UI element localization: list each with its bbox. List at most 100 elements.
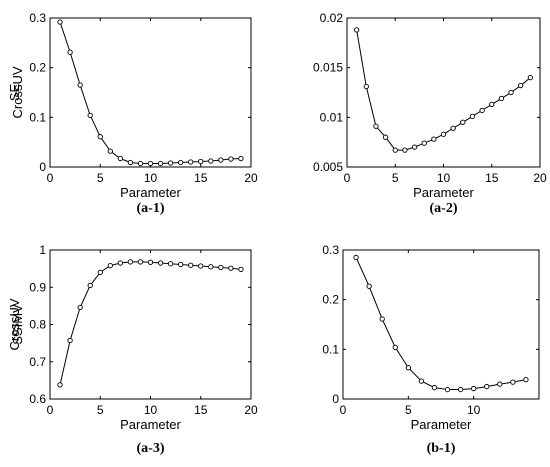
- data-point: [67, 49, 73, 55]
- data-point: [238, 266, 244, 273]
- x-tick-label: 5: [392, 171, 399, 185]
- series-line: [59, 21, 241, 165]
- panel-caption: (a-3): [137, 441, 165, 456]
- plot-frame: [342, 249, 540, 400]
- data-point: [77, 304, 83, 311]
- data-point: [363, 83, 369, 90]
- x-tick-label: 10: [144, 403, 158, 417]
- data-point: [484, 383, 490, 390]
- x-tick-label: 5: [97, 171, 104, 185]
- data-point: [107, 148, 113, 154]
- data-point: [238, 155, 244, 162]
- x-axis-label: Parameter: [411, 417, 472, 432]
- y-tick-label: 0.015: [313, 61, 343, 75]
- x-tick-label: 20: [244, 403, 258, 417]
- data-point: [469, 113, 476, 119]
- x-tick-label: 15: [194, 171, 208, 185]
- data-point: [97, 269, 103, 275]
- data-point: [527, 74, 533, 81]
- data-point: [431, 136, 437, 142]
- y-tick-label: 0.02: [320, 11, 344, 25]
- y-axis-label: CrossUV: [7, 298, 22, 350]
- data-point: [208, 158, 214, 164]
- y-tick-label: 0: [39, 160, 46, 174]
- y-tick-label: 0.9: [29, 280, 46, 294]
- data-point: [87, 112, 93, 118]
- data-point: [188, 262, 194, 268]
- data-point: [97, 134, 103, 140]
- x-tick-label: 15: [485, 171, 499, 185]
- data-point: [167, 160, 174, 166]
- data-point: [57, 382, 63, 388]
- chart-panel-1: 0 5 10 15 20 0 0.1 0.2 0.3 Parameter CrossUV (a-1): [10, 11, 258, 216]
- x-tick-label: 20: [244, 171, 258, 185]
- data-point: [57, 19, 63, 25]
- data-point: [431, 384, 438, 391]
- data-point: [498, 95, 505, 102]
- y-tick-label: 0.1: [29, 110, 46, 124]
- y-tick-label: 0.2: [322, 293, 339, 307]
- y-axis-label: SE: [7, 84, 22, 102]
- data-point: [471, 385, 477, 392]
- data-point: [198, 263, 204, 269]
- y-tick-label: 1: [39, 243, 46, 257]
- data-point: [353, 27, 360, 33]
- chart-panel-2: 0 5 10 15 20 0.005 0.01 0.015 0.02 Parameter SE (a-…: [7, 11, 547, 216]
- data-point: [218, 264, 224, 271]
- y-tick-label: 0.1: [322, 342, 339, 356]
- data-point: [402, 147, 408, 153]
- data-point: [177, 261, 184, 268]
- plot-frame: [49, 249, 252, 400]
- data-point: [77, 82, 83, 88]
- data-point: [353, 254, 359, 261]
- panel-caption: (a-1): [137, 201, 165, 216]
- x-tick-label: 5: [97, 403, 104, 417]
- data-point: [228, 156, 234, 162]
- x-tick-label: 0: [344, 171, 351, 185]
- x-tick-label: 20: [533, 171, 547, 185]
- data-point: [157, 260, 164, 266]
- data-point: [208, 264, 214, 270]
- x-axis-label: Parameter: [120, 417, 181, 432]
- data-point: [444, 386, 451, 393]
- x-tick-label: 10: [144, 171, 158, 185]
- data-point: [411, 144, 418, 150]
- x-tick-label: 10: [467, 403, 481, 417]
- panel-caption: (a-2): [430, 201, 458, 216]
- data-point: [379, 316, 385, 322]
- series-line: [355, 257, 527, 391]
- y-tick-label: 0.2: [29, 61, 46, 75]
- y-axis-label: SSIMV: [10, 304, 25, 345]
- data-point: [188, 159, 194, 165]
- data-point: [405, 365, 411, 371]
- data-point: [373, 123, 379, 129]
- data-point: [117, 260, 124, 266]
- data-point: [177, 159, 184, 166]
- data-point: [228, 265, 234, 271]
- data-point: [489, 101, 495, 108]
- data-point: [127, 159, 134, 166]
- data-point: [107, 262, 113, 269]
- y-tick-label: 0.3: [29, 11, 46, 25]
- panel-caption: (b-1): [427, 441, 456, 456]
- data-point: [508, 89, 514, 96]
- data-point: [382, 134, 389, 140]
- data-point: [167, 261, 174, 267]
- data-point: [497, 381, 503, 387]
- data-point: [450, 125, 456, 131]
- series-line: [59, 261, 242, 385]
- data-point: [67, 337, 73, 344]
- data-point: [157, 160, 164, 167]
- y-tick-label: 0.7: [29, 355, 46, 369]
- data-point: [457, 386, 464, 393]
- data-point: [523, 376, 529, 383]
- y-tick-label: 0.01: [320, 110, 344, 124]
- data-point: [510, 379, 516, 385]
- y-tick-label: 0.6: [29, 392, 46, 406]
- x-tick-label: 5: [405, 403, 412, 417]
- data-point: [460, 119, 466, 125]
- plot-frame: [49, 17, 252, 168]
- x-axis-label: Parameter: [413, 185, 474, 200]
- y-tick-label: 0.8: [29, 318, 46, 332]
